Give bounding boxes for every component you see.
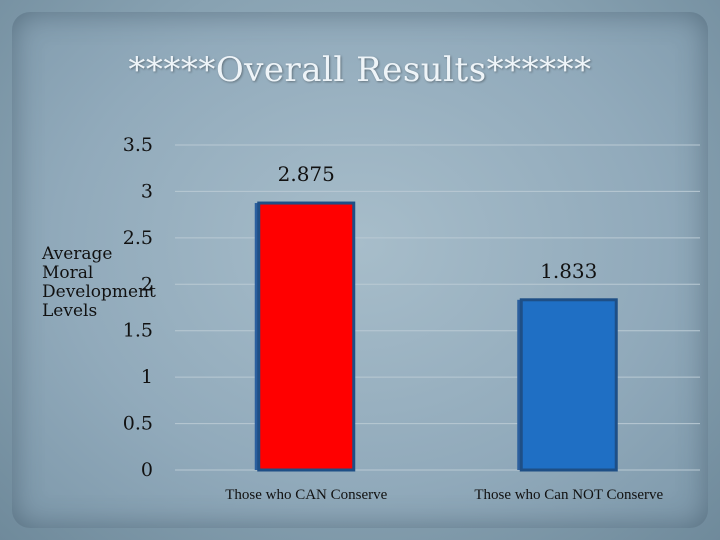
y-axis-label-line: Average	[42, 244, 113, 264]
y-tick-label: 0	[141, 459, 153, 481]
y-tick-label: 1.5	[123, 320, 153, 342]
y-axis-label-line: Levels	[42, 301, 98, 321]
data-label: 2.875	[278, 162, 335, 186]
y-axis-label: Average Moral Development Levels	[42, 245, 156, 321]
bar	[519, 298, 618, 472]
chart-title: *****Overall Results******	[128, 50, 592, 90]
data-label: 1.833	[540, 259, 597, 283]
y-tick-label: 0.5	[123, 413, 153, 435]
y-tick-label: 2.5	[123, 227, 153, 249]
y-axis-label-line: Moral	[42, 263, 94, 283]
y-tick-label: 3	[141, 180, 153, 202]
x-tick-label: Those who Can NOT Conserve	[474, 487, 663, 503]
y-tick-label: 1	[141, 366, 153, 388]
y-tick-label: 2	[141, 273, 153, 295]
bar	[257, 201, 356, 472]
y-tick-label: 3.5	[123, 134, 153, 156]
x-tick-label: Those who CAN Conserve	[225, 487, 387, 503]
y-axis-label-line: Development	[42, 282, 156, 302]
